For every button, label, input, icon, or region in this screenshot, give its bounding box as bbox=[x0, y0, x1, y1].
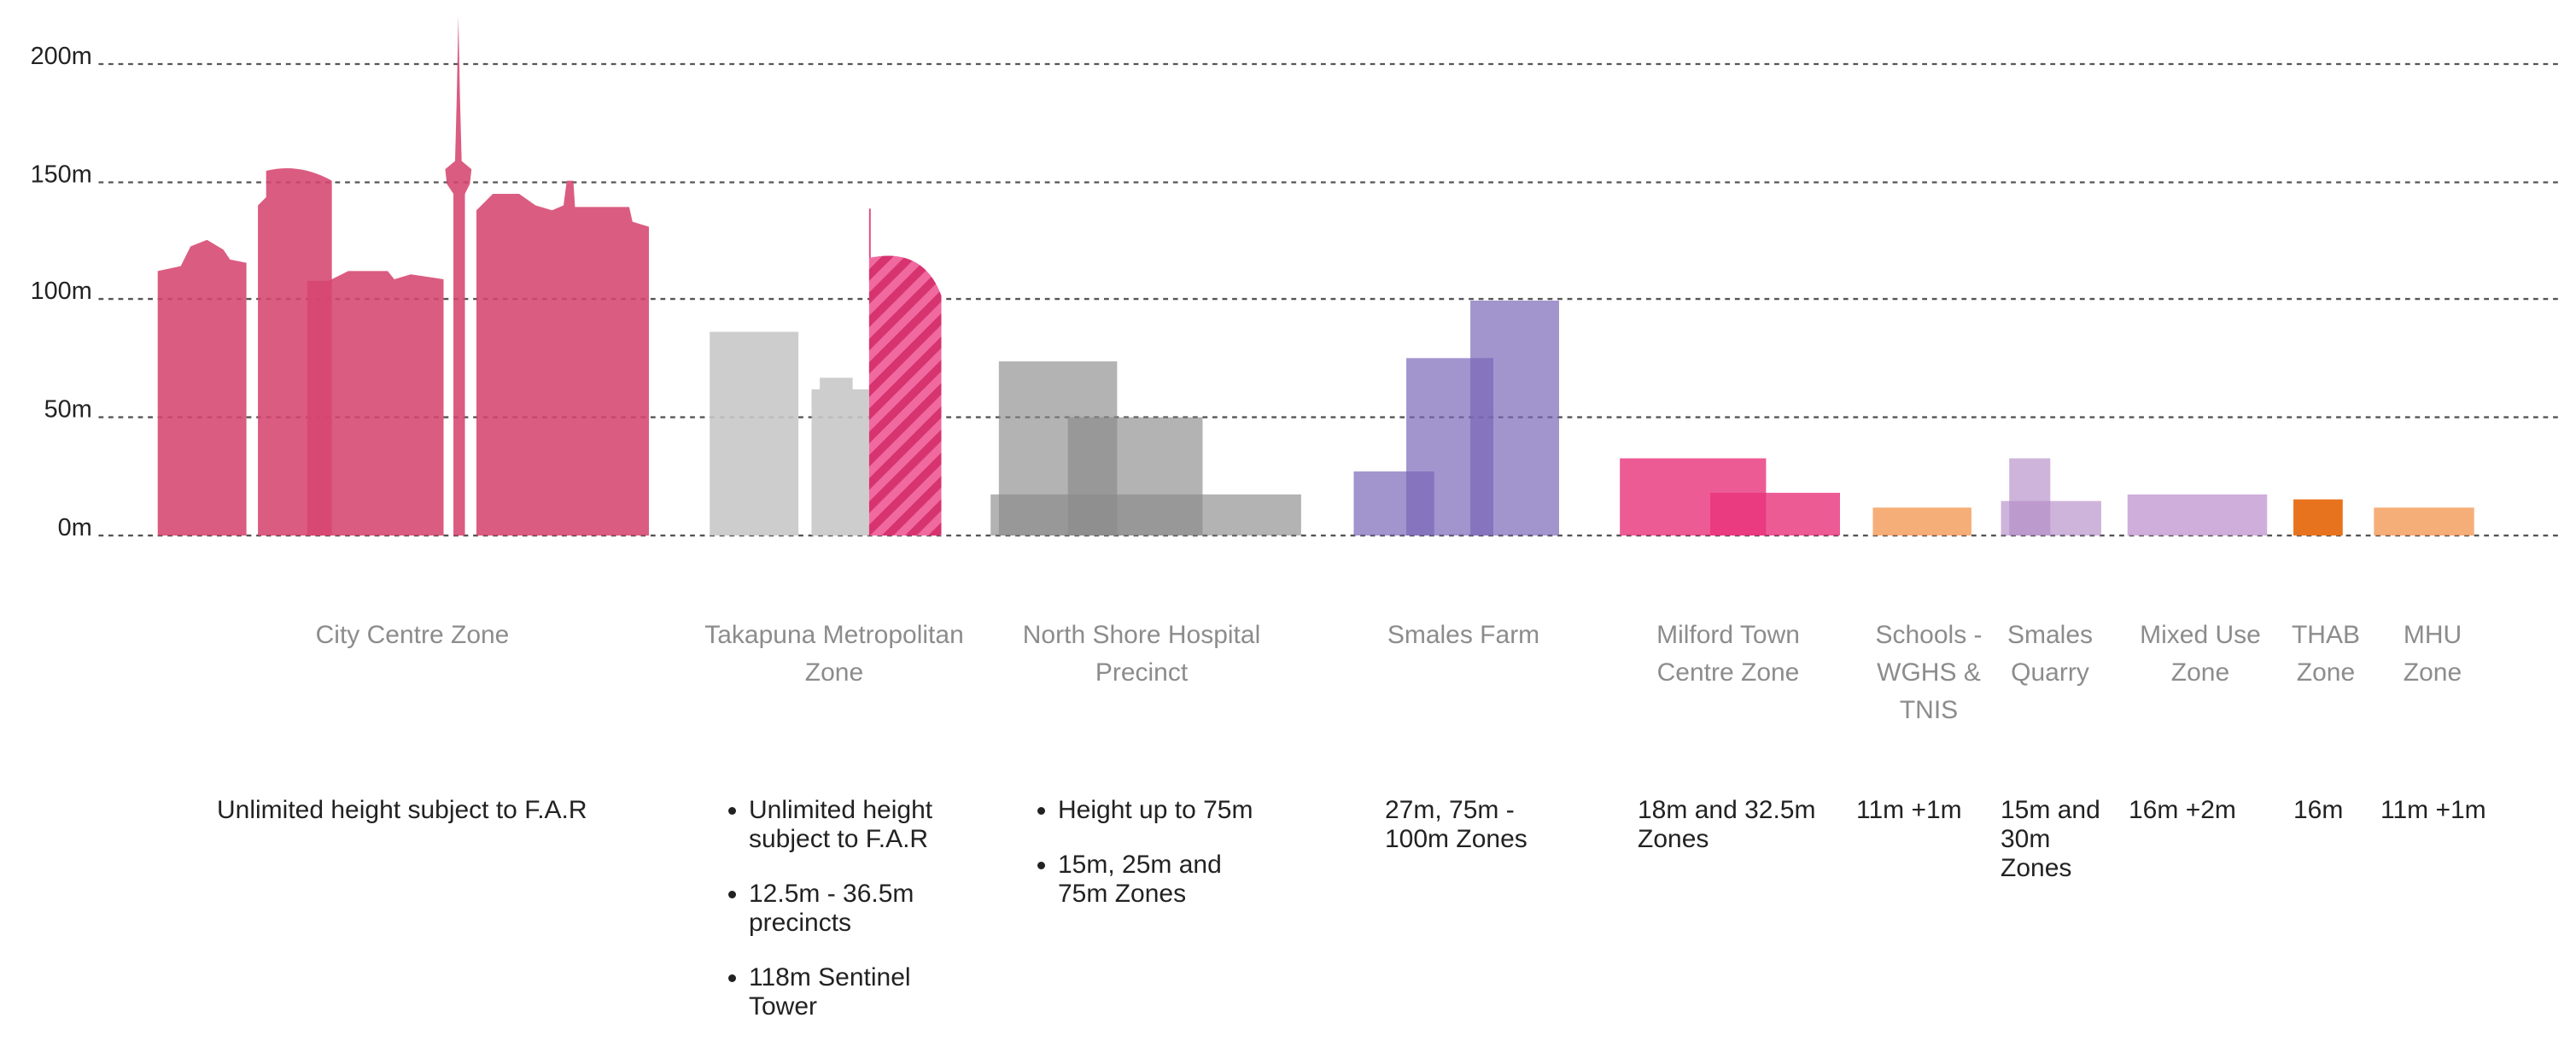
zone-note: 18m and 32.5m Zones bbox=[1638, 796, 1816, 853]
zone-name: Schools - WGHS & TNIS bbox=[1875, 621, 1983, 724]
zone-name: Smales Quarry bbox=[2006, 621, 2094, 687]
zone-name: Takapuna Metropolitan Zone bbox=[704, 621, 964, 687]
tick-label: 50m bbox=[44, 396, 92, 424]
mhu-block bbox=[2374, 507, 2474, 536]
bullet-list: Height up to 75m 15m, 25m and 75m Zones bbox=[1019, 796, 1266, 909]
zone-notes: Height up to 75m 15m, 25m and 75m Zones bbox=[1019, 796, 1266, 934]
zone-name: Milford Town Centre Zone bbox=[1656, 621, 1800, 687]
zone-note: 15m and 30m Zones bbox=[2001, 796, 2100, 882]
smales-quarry-blocks bbox=[2001, 458, 2101, 536]
schools-block bbox=[1872, 507, 1971, 536]
building bbox=[1709, 493, 1840, 536]
zone-note: 11m +1m bbox=[1856, 796, 1962, 824]
bullet-list: Unlimited height subject to F.A.R 12.5m -… bbox=[710, 796, 957, 1021]
page: 200m 150m 100m 50m 0m City bbox=[0, 0, 2576, 1025]
zone-note: 27m, 75m - 100m Zones bbox=[1385, 796, 1527, 853]
zone-name: THAB Zone bbox=[2291, 621, 2360, 687]
height-diagram: 200m 150m 100m 50m 0m bbox=[31, 16, 2558, 541]
building bbox=[990, 494, 1301, 536]
tick-label: 100m bbox=[31, 278, 92, 305]
bullet-item: Height up to 75m bbox=[1058, 796, 1266, 825]
building bbox=[476, 180, 650, 536]
zone-name: Mixed Use Zone bbox=[2140, 621, 2261, 687]
zone-name: Smales Farm bbox=[1387, 621, 1540, 649]
building bbox=[2001, 500, 2101, 536]
sky-tower bbox=[445, 16, 472, 536]
bullet-item: Unlimited height subject to F.A.R bbox=[749, 796, 957, 854]
building bbox=[157, 239, 247, 536]
bullet-item: 12.5m - 36.5m precincts bbox=[749, 880, 957, 938]
tick-label: 200m bbox=[31, 43, 92, 70]
smales-farm-buildings bbox=[1353, 301, 1559, 536]
building bbox=[811, 377, 869, 536]
zone-note: 16m +2m bbox=[2129, 796, 2236, 824]
axis-labels: 200m 150m 100m 50m 0m bbox=[31, 43, 92, 541]
zone-name: North Shore Hospital Precinct bbox=[1022, 621, 1261, 687]
tick-label: 150m bbox=[31, 161, 92, 188]
city-centre-skyline bbox=[157, 16, 650, 536]
tick-label: 0m bbox=[58, 514, 92, 541]
building bbox=[1470, 301, 1559, 536]
bullet-item: 15m, 25m and 75m Zones bbox=[1058, 851, 1266, 909]
zone-note: Unlimited height subject to F.A.R bbox=[217, 796, 587, 824]
zone-name: City Centre Zone bbox=[315, 621, 510, 649]
takapuna-buildings bbox=[710, 331, 869, 536]
hospital-buildings bbox=[990, 361, 1301, 536]
sentinel-tower bbox=[868, 255, 942, 536]
milford-buildings bbox=[1620, 458, 1840, 536]
zone-name: MHU Zone bbox=[2403, 621, 2462, 687]
building bbox=[710, 331, 799, 536]
mixed-use-block bbox=[2127, 494, 2268, 536]
zone-note: 11m +1m bbox=[2380, 796, 2486, 824]
building bbox=[307, 271, 444, 536]
bullet-item: 118m Sentinel Tower bbox=[749, 963, 957, 1021]
zone-notes: Unlimited height subject to F.A.R 12.5m -… bbox=[710, 796, 957, 1047]
zone-note: 16m bbox=[2293, 796, 2344, 824]
grid bbox=[98, 62, 2558, 537]
thab-block bbox=[2293, 499, 2343, 536]
